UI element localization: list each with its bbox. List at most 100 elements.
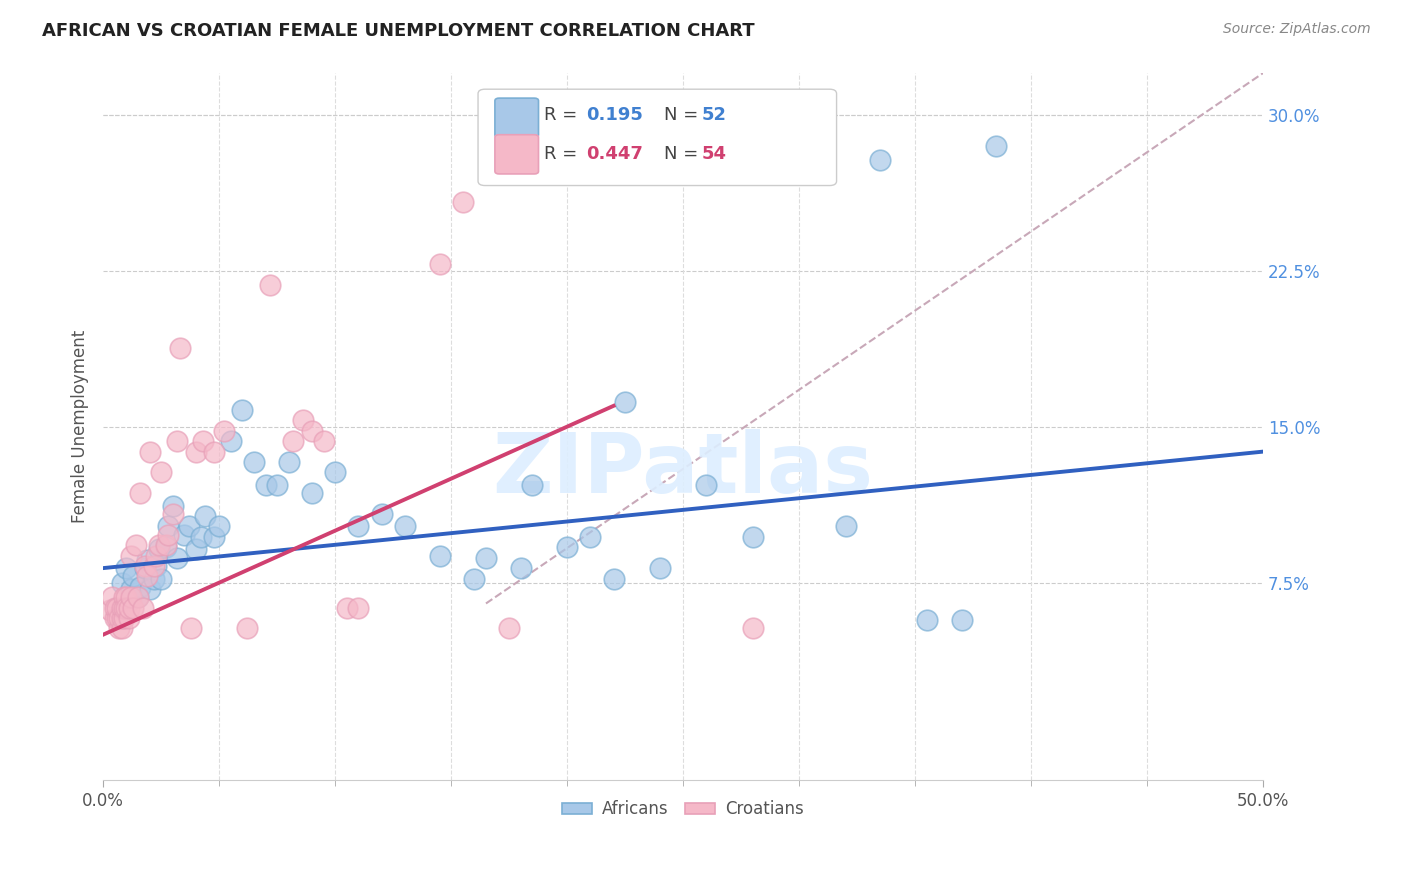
Point: [143, 559, 166, 574]
Point: [204, 530, 226, 544]
Point: [118, 600, 141, 615]
Point: [184, 444, 207, 458]
Point: [127, 591, 149, 605]
Point: [120, 549, 142, 563]
Point: [136, 553, 159, 567]
Point: [259, 278, 281, 293]
Point: [243, 455, 266, 469]
Point: [648, 561, 671, 575]
Point: [148, 542, 170, 557]
Point: [111, 622, 134, 636]
Point: [111, 611, 134, 625]
Y-axis label: Female Unemployment: Female Unemployment: [72, 330, 89, 524]
Point: [301, 424, 323, 438]
Text: ZIPatlas: ZIPatlas: [492, 428, 873, 509]
Point: [138, 582, 160, 596]
Point: [122, 569, 145, 583]
Point: [98, 603, 121, 617]
Point: [194, 509, 217, 524]
Point: [145, 549, 167, 563]
Point: [986, 138, 1008, 153]
Point: [166, 434, 188, 449]
Text: R =: R =: [544, 145, 583, 162]
Point: [283, 434, 305, 449]
Point: [169, 341, 191, 355]
Point: [347, 600, 370, 615]
Point: [173, 528, 195, 542]
Point: [129, 580, 152, 594]
Point: [150, 466, 173, 480]
Point: [166, 550, 188, 565]
Point: [695, 478, 717, 492]
Point: [555, 541, 578, 555]
Point: [323, 466, 346, 480]
Point: [291, 413, 314, 427]
Point: [115, 561, 138, 575]
Point: [236, 622, 259, 636]
Point: [101, 591, 124, 605]
Legend: Africans, Croatians: Africans, Croatians: [555, 794, 811, 825]
Text: 0.447: 0.447: [586, 145, 643, 162]
Point: [463, 572, 485, 586]
Point: [212, 424, 235, 438]
Point: [138, 444, 160, 458]
Point: [111, 575, 134, 590]
Point: [157, 528, 180, 542]
Text: 52: 52: [702, 106, 727, 124]
Point: [741, 530, 763, 544]
Point: [522, 478, 544, 492]
Point: [429, 257, 451, 271]
Point: [122, 600, 145, 615]
Point: [129, 486, 152, 500]
Point: [162, 499, 184, 513]
Point: [208, 519, 231, 533]
Point: [124, 538, 146, 552]
Point: [134, 561, 156, 575]
Point: [120, 591, 142, 605]
Point: [834, 519, 856, 533]
Point: [191, 434, 214, 449]
Point: [277, 455, 299, 469]
Point: [915, 613, 938, 627]
Text: N =: N =: [664, 106, 703, 124]
Point: [184, 542, 207, 557]
Point: [347, 519, 370, 533]
Point: [614, 394, 637, 409]
Point: [108, 611, 131, 625]
Point: [429, 549, 451, 563]
Point: [312, 434, 335, 449]
Point: [148, 538, 170, 552]
Point: [301, 486, 323, 500]
Point: [394, 519, 416, 533]
Point: [145, 559, 167, 574]
Point: [108, 622, 131, 636]
Point: [266, 478, 288, 492]
Point: [155, 541, 177, 555]
Point: [131, 600, 153, 615]
Point: [475, 550, 498, 565]
Text: 54: 54: [702, 145, 727, 162]
Point: [157, 519, 180, 533]
Point: [115, 600, 138, 615]
Point: [177, 519, 200, 533]
Text: R =: R =: [544, 106, 583, 124]
Point: [112, 611, 135, 625]
Point: [579, 530, 602, 544]
Point: [127, 591, 149, 605]
Point: [741, 622, 763, 636]
Point: [204, 444, 226, 458]
Point: [120, 582, 142, 596]
Point: [336, 600, 359, 615]
Point: [118, 611, 141, 625]
Text: N =: N =: [664, 145, 703, 162]
Point: [105, 611, 128, 625]
Point: [254, 478, 277, 492]
Point: [104, 600, 127, 615]
Point: [150, 572, 173, 586]
Point: [115, 591, 138, 605]
Point: [134, 559, 156, 574]
Point: [143, 572, 166, 586]
Point: [869, 153, 891, 168]
Point: [602, 572, 624, 586]
Point: [509, 561, 531, 575]
